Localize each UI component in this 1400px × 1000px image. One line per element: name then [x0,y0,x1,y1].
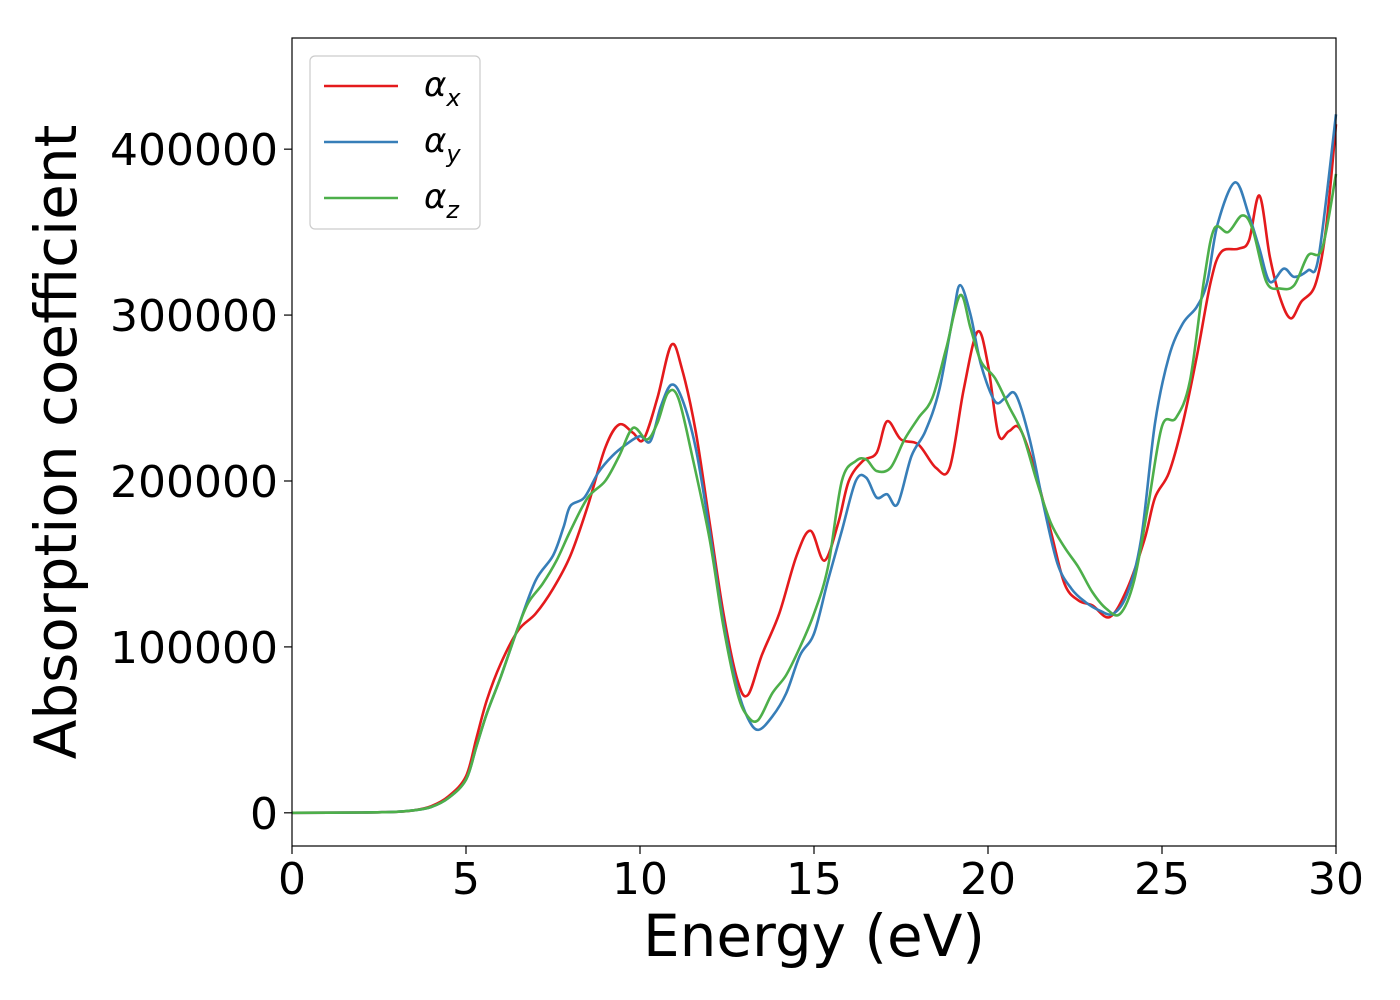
x-tick-label: 30 [1308,854,1364,905]
x-axis-ticks: 0 5 10 15 20 25 30 [278,846,1364,905]
x-axis-title: Energy (eV) [643,902,985,970]
series-line-x [291,124,1338,815]
x-tick-label: 25 [1134,854,1190,905]
y-tick-label: 0 [250,789,278,840]
y-tick-label: 100000 [110,623,278,674]
legend-label-z: αz [424,177,460,224]
series-line-z [291,173,1338,815]
series-layer [291,114,1338,815]
x-tick-label: 10 [612,854,668,905]
y-axis-title: Absorption coefficient [22,125,90,760]
legend-label-x: αx [424,65,461,112]
x-tick-label: 20 [960,854,1016,905]
x-tick-label: 5 [452,854,480,905]
y-tick-label: 300000 [110,291,278,342]
legend: αx αy αz [309,55,481,230]
y-axis-ticks: 0 100000 200000 300000 400000 [110,125,292,840]
y-tick-label: 200000 [110,457,278,508]
legend-label-y: αy [424,121,461,168]
y-tick-label: 400000 [110,125,278,176]
series-line-y [291,114,1338,815]
x-tick-label: 0 [278,854,306,905]
x-tick-label: 15 [786,854,842,905]
